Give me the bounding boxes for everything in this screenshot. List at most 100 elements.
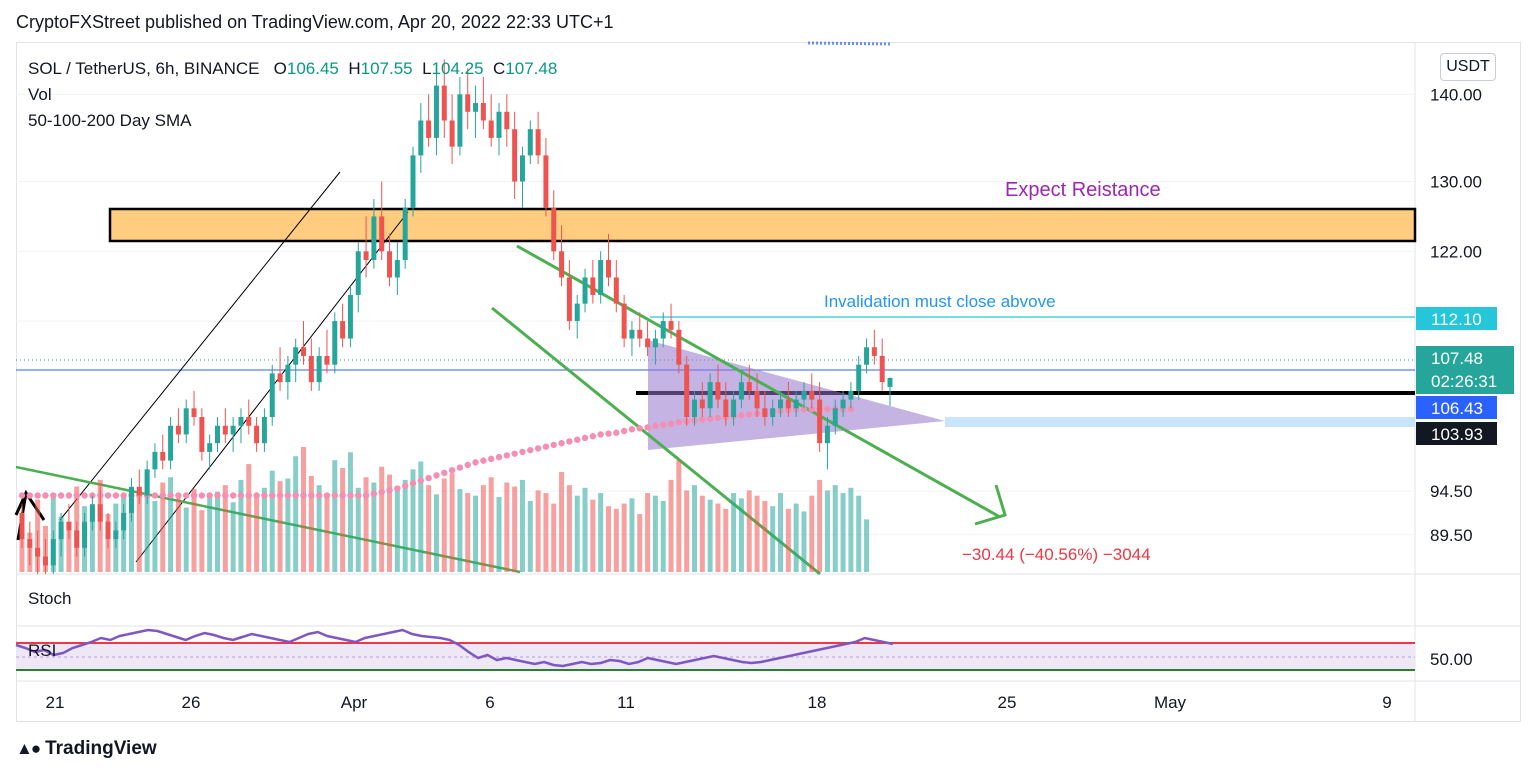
sma-dot	[26, 492, 34, 499]
volume-bar	[527, 500, 533, 572]
candle	[480, 76, 486, 130]
volume-bar	[136, 490, 142, 572]
volume-bar	[426, 485, 432, 572]
volume-bar	[684, 490, 690, 572]
sma-dot	[675, 419, 683, 426]
legend-close: 107.48	[505, 59, 558, 78]
legend-symbol[interactable]: SOL / TetherUS, 6h, BINANCE	[28, 59, 260, 78]
currency-button[interactable]: USDT	[1440, 53, 1496, 81]
legend-indicator-vol[interactable]: Vol	[28, 85, 52, 104]
volume-bar	[402, 479, 408, 572]
sma-dot	[18, 492, 26, 499]
volume-bar	[809, 495, 815, 572]
sma-dot	[276, 492, 284, 499]
candle	[113, 521, 119, 548]
svg-text:103.93: 103.93	[1431, 425, 1483, 444]
volume-bar	[590, 499, 596, 572]
legend-open: 106.45	[286, 59, 339, 78]
candle	[254, 417, 260, 452]
sma-dot	[487, 455, 495, 463]
stoch-label[interactable]: Stoch	[28, 589, 72, 608]
candle	[707, 373, 713, 418]
sma-dot	[441, 469, 448, 477]
sma-dot	[261, 492, 268, 499]
candle	[598, 251, 604, 304]
candle	[152, 443, 158, 479]
volume-bar	[731, 493, 737, 572]
volume-bar	[519, 479, 525, 572]
legend-symbol-row: SOL / TetherUS, 6h, BINANCE O106.45 H107…	[28, 59, 558, 78]
candle	[488, 94, 494, 147]
volume-bar	[160, 482, 166, 572]
candle	[645, 321, 651, 356]
volume-bar	[778, 493, 784, 572]
candle	[160, 434, 166, 470]
sma-dot	[315, 492, 323, 499]
candle	[246, 399, 252, 435]
candle	[504, 94, 510, 147]
volume-bar	[152, 500, 158, 572]
volume-bar	[214, 491, 220, 572]
candle	[832, 399, 838, 435]
candle	[168, 417, 174, 470]
candle	[754, 373, 760, 418]
candle	[35, 530, 41, 574]
price-badge: 107.48 02:26:31	[1416, 346, 1514, 394]
sma-dot	[425, 474, 432, 482]
candle	[668, 303, 674, 339]
candle	[574, 294, 580, 339]
candle	[371, 198, 377, 269]
candle	[394, 242, 400, 295]
volume-bar	[574, 495, 580, 572]
sma-dot	[589, 433, 597, 440]
volume-bar	[762, 500, 768, 572]
sma-dot	[597, 431, 604, 438]
volume-bar	[707, 499, 713, 572]
sma-dot	[706, 415, 714, 422]
volume-bar	[723, 508, 729, 572]
candle	[136, 469, 142, 505]
x-tick-label: Apr	[341, 693, 368, 712]
candle	[512, 111, 518, 199]
candle	[621, 294, 627, 348]
y-tick-label: 140.00	[1430, 85, 1482, 104]
sma-dot	[847, 405, 855, 413]
footer-brand: TradingView	[45, 738, 157, 759]
sma-dot	[613, 429, 620, 436]
candle	[785, 382, 791, 418]
sma-dot	[652, 422, 659, 429]
candle	[230, 417, 236, 452]
sma-dot	[628, 426, 636, 433]
sma-dot	[620, 427, 628, 435]
sma-dot	[89, 492, 96, 499]
tradingview-footer[interactable]: ▲● TradingView	[16, 738, 157, 760]
sma-dot	[800, 405, 808, 413]
volume-bar	[355, 487, 361, 572]
resistance-label: Expect Reistance	[1005, 179, 1161, 201]
sma-dot	[206, 492, 213, 499]
candle	[183, 399, 189, 444]
volume-bar	[394, 490, 400, 572]
candle	[473, 85, 479, 138]
sma-dot	[370, 490, 378, 497]
sma-dot	[433, 472, 440, 479]
candlesticks	[19, 59, 893, 574]
legend-indicator-sma[interactable]: 50-100-200 Day SMA	[28, 111, 192, 130]
candle	[324, 329, 330, 374]
candle	[824, 417, 830, 470]
candle	[66, 504, 72, 540]
candle	[285, 355, 291, 400]
x-tick-label: 25	[998, 693, 1017, 712]
candle	[97, 486, 103, 531]
candle	[214, 417, 220, 452]
sma-dot	[566, 438, 573, 445]
sma-dot	[214, 492, 221, 499]
sma-dot	[237, 492, 245, 499]
sma-dot	[808, 405, 816, 413]
candle	[864, 338, 870, 374]
candle	[527, 120, 533, 165]
candle	[879, 338, 885, 391]
rsi-label[interactable]: RSI	[28, 641, 57, 660]
